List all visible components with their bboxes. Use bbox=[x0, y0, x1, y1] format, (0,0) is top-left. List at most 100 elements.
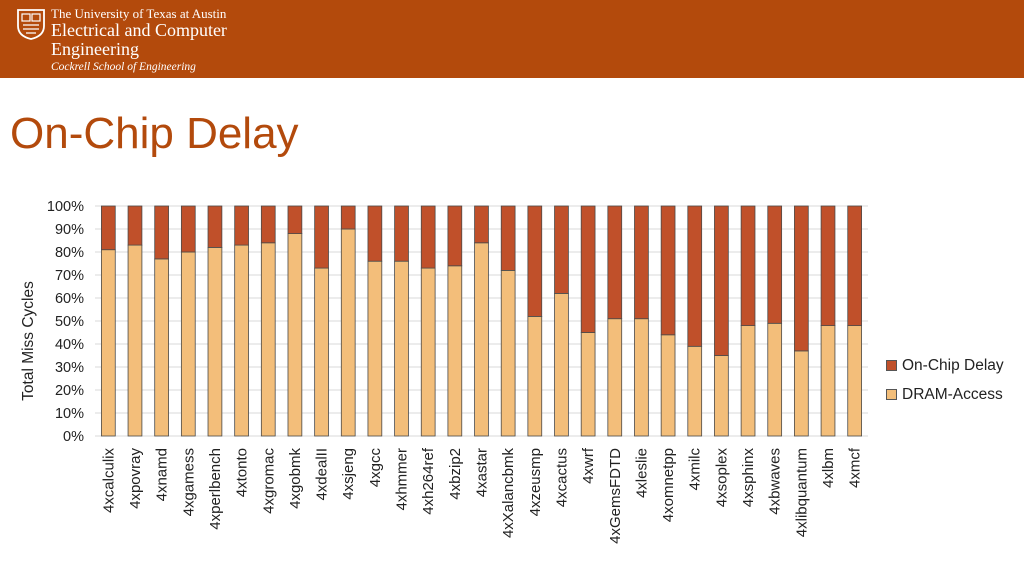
bar-segment bbox=[580, 332, 596, 437]
y-tick-label: 100% bbox=[47, 199, 84, 215]
bar-segment bbox=[527, 205, 543, 317]
bar-segment bbox=[714, 205, 729, 356]
bar-segment bbox=[660, 334, 676, 437]
y-tick-label: 10% bbox=[55, 406, 84, 422]
x-tick-label: 4xcalculix bbox=[100, 448, 117, 514]
y-axis-title: Total Miss Cycles bbox=[20, 281, 37, 401]
x-tick-label: 4xastar bbox=[474, 448, 491, 497]
x-tick-label: 4xpovray bbox=[127, 448, 144, 509]
bar-segment bbox=[314, 267, 329, 437]
x-tick-label: 4xzeusmp bbox=[527, 448, 544, 516]
university-seal-icon bbox=[17, 9, 45, 40]
legend-swatch-dram bbox=[886, 389, 897, 400]
legend-swatch-on-chip bbox=[886, 360, 897, 371]
x-tick-label: 4xtonto bbox=[234, 448, 251, 497]
x-tick-label: 4xhmmer bbox=[394, 448, 411, 511]
bar-segment bbox=[447, 265, 463, 437]
x-tick-label: 4xGemsFDTD bbox=[607, 448, 624, 544]
y-tick-label: 40% bbox=[55, 337, 84, 353]
bar-segment bbox=[287, 233, 303, 437]
x-tick-label: 4xgromac bbox=[260, 448, 277, 514]
bar-segment bbox=[447, 205, 463, 267]
x-tick-label: 4xcactus bbox=[553, 448, 570, 507]
x-tick-label: 4xmilc bbox=[687, 448, 704, 491]
y-tick-label: 60% bbox=[55, 291, 84, 307]
bar-segment bbox=[127, 244, 143, 437]
bar-segment bbox=[474, 205, 489, 244]
x-tick-label: 4xlbm bbox=[820, 448, 837, 488]
y-tick-label: 0% bbox=[63, 429, 84, 445]
x-tick-label: 4xmcf bbox=[847, 447, 864, 488]
bar-segment bbox=[420, 205, 436, 269]
bar-segment bbox=[260, 242, 276, 437]
school-name: Cockrell School of Engineering bbox=[51, 61, 196, 73]
bar-segment bbox=[287, 205, 303, 235]
x-tick-label: 4xsoplex bbox=[713, 448, 730, 508]
bar-segment bbox=[554, 292, 569, 437]
x-tick-label: 4xdealII bbox=[314, 448, 331, 501]
bar-segment bbox=[687, 345, 703, 437]
bar-segment bbox=[634, 205, 649, 320]
legend-item-dram: DRAM-Access bbox=[886, 380, 1004, 409]
bar-segment bbox=[394, 205, 409, 262]
bar-segment bbox=[820, 325, 836, 437]
bar-segment bbox=[607, 318, 623, 437]
x-tick-label: 4xbzip2 bbox=[447, 448, 464, 500]
bar-segment bbox=[260, 205, 276, 244]
bar-segment bbox=[180, 205, 196, 253]
bar-segment bbox=[554, 205, 569, 294]
bar-segment bbox=[500, 205, 516, 271]
bar-segment bbox=[207, 246, 223, 437]
bar-segment bbox=[660, 205, 676, 336]
bar-segment bbox=[740, 325, 756, 437]
x-tick-label: 4xh264ref bbox=[420, 447, 437, 515]
y-tick-label: 20% bbox=[55, 383, 84, 399]
bar-segment bbox=[847, 325, 863, 437]
bar-segment bbox=[340, 205, 356, 230]
bar-segment bbox=[714, 355, 729, 437]
legend-label-on-chip: On-Chip Delay bbox=[902, 356, 1004, 374]
bar-segment bbox=[367, 260, 383, 437]
bar-segment bbox=[474, 242, 489, 437]
bar-segment bbox=[154, 205, 169, 260]
bar-segment bbox=[634, 318, 649, 437]
chart-legend: On-Chip Delay DRAM-Access bbox=[886, 351, 1004, 409]
x-tick-label: 4xperlbench bbox=[207, 448, 224, 530]
bar-segment bbox=[740, 205, 756, 326]
y-tick-label: 70% bbox=[55, 268, 84, 284]
brand-block: The University of Texas at Austin Electr… bbox=[51, 6, 227, 75]
bar-segment bbox=[607, 205, 623, 320]
bar-segment bbox=[420, 267, 436, 437]
university-name: The University of Texas at Austin bbox=[51, 6, 227, 21]
slide-title: On-Chip Delay bbox=[10, 109, 299, 158]
x-tick-label: 4xwrf bbox=[580, 447, 597, 484]
bar-segment bbox=[180, 251, 196, 437]
header-banner: The University of Texas at Austin Electr… bbox=[0, 0, 1024, 78]
bar-segment bbox=[794, 350, 809, 437]
x-tick-label: 4xgcc bbox=[367, 448, 384, 488]
y-tick-label: 80% bbox=[55, 245, 84, 261]
x-tick-label: 4xXalancbmk bbox=[500, 448, 517, 539]
bar-segment bbox=[767, 205, 783, 324]
x-tick-label: 4xsjeng bbox=[340, 448, 357, 500]
x-tick-label: 4xnamd bbox=[154, 448, 171, 501]
y-tick-label: 90% bbox=[55, 222, 84, 238]
bar-segment bbox=[687, 205, 703, 347]
bar-segment bbox=[154, 258, 169, 437]
bar-segment bbox=[580, 205, 596, 333]
bar-segment bbox=[500, 269, 516, 437]
bar-segment bbox=[767, 322, 783, 437]
x-tick-label: 4xgobmk bbox=[287, 448, 304, 509]
legend-item-on-chip: On-Chip Delay bbox=[886, 351, 1004, 380]
department-name-line1: Electrical and Computer bbox=[51, 20, 227, 40]
bar-segment bbox=[100, 205, 116, 251]
bar-segment bbox=[340, 228, 356, 437]
bar-segment bbox=[527, 315, 543, 437]
x-tick-label: 4xlibquantum bbox=[793, 448, 810, 537]
department-name-line2: Engineering bbox=[51, 39, 139, 59]
bar-segment bbox=[820, 205, 836, 326]
bar-segment bbox=[100, 249, 116, 437]
bar-segment bbox=[234, 244, 249, 437]
bar-segment bbox=[367, 205, 383, 262]
